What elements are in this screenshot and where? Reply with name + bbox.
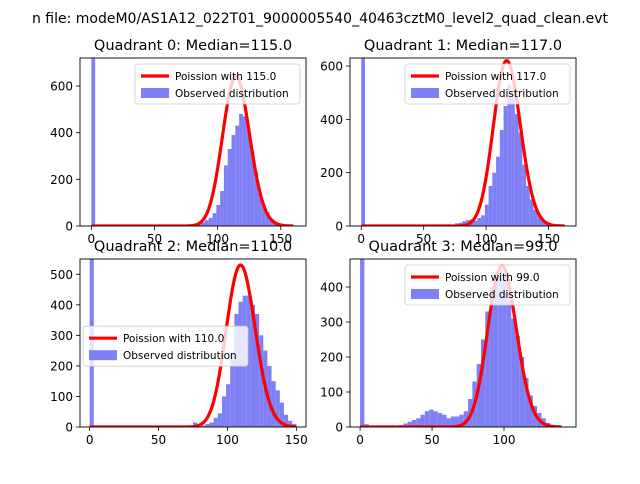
histogram-bar (519, 133, 523, 226)
y-tick-label: 100 (50, 390, 73, 404)
histogram-bar (515, 114, 519, 226)
subplot-title: Quadrant 3: Median=99.0 (369, 239, 558, 255)
histogram-bar (507, 287, 511, 427)
subplot-quadrant-2: 0 50 100 150 0 100 200 300 400 500 Quadrant 2: Med… (50, 239, 308, 447)
histogram-bar (205, 424, 209, 427)
y-tick-label: 200 (320, 166, 343, 180)
histogram-bar (433, 411, 437, 427)
y-tick-label: 0 (335, 220, 343, 234)
subplot-title: Quadrant 0: Median=115.0 (94, 38, 292, 54)
histogram-bar (205, 220, 209, 226)
legend: Poission with 117.0 Observed distribution (405, 64, 570, 104)
histogram-bar (91, 49, 95, 226)
histogram-bar (511, 319, 515, 428)
histogram-bar (360, 256, 364, 428)
y-tick-label: 500 (50, 268, 73, 282)
histogram-bar (496, 157, 500, 226)
legend-poisson-label: Poission with 110.0 (123, 333, 224, 345)
histogram-bar (210, 422, 214, 427)
x-tick-label: 0 (356, 433, 364, 447)
legend: Poission with 115.0 Observed distribution (135, 64, 300, 104)
legend: Poission with 99.0 Observed distribution (405, 265, 570, 305)
y-tick-label: 400 (50, 126, 73, 140)
subplot-quadrant-3: 0 50 100 0 100 200 300 400 Quadrant 3: Median=99… (320, 239, 576, 447)
histogram-bar (213, 213, 217, 226)
y-tick-label: 300 (320, 316, 343, 330)
histogram-bar (239, 114, 243, 226)
x-tick-label: 150 (285, 433, 308, 447)
histogram-bar (272, 381, 276, 427)
histogram-bar (507, 85, 511, 226)
histogram-bar (429, 410, 433, 428)
legend-observed-swatch (141, 88, 169, 98)
legend-observed-label: Observed distribution (175, 88, 289, 100)
x-tick-label: 0 (357, 232, 365, 246)
histogram-bar (235, 126, 239, 226)
y-tick-label: 100 (320, 386, 343, 400)
histogram-bar (477, 218, 481, 226)
histogram-bar (442, 415, 446, 427)
histogram-bar (492, 173, 496, 226)
legend-observed-swatch (89, 350, 117, 360)
x-tick-label: 100 (216, 433, 239, 447)
y-tick-label: 0 (65, 421, 73, 435)
histogram-bar (224, 165, 228, 226)
subplot-title: Quadrant 2: Median=110.0 (94, 239, 292, 255)
x-tick-label: 0 (86, 433, 94, 447)
histogram-bar (218, 413, 222, 427)
y-tick-label: 0 (335, 421, 343, 435)
y-tick-label: 600 (320, 60, 343, 74)
x-tick-label: 50 (151, 433, 166, 447)
histogram-bar (504, 106, 508, 226)
histogram-bar (361, 53, 365, 226)
histogram-bar (216, 205, 220, 226)
legend-observed-label: Observed distribution (445, 289, 559, 301)
legend-observed-label: Observed distribution (445, 88, 559, 100)
y-tick-label: 400 (320, 113, 343, 127)
y-tick-label: 400 (50, 298, 73, 312)
histogram-bar (228, 149, 232, 226)
histogram-bar (243, 116, 247, 226)
histogram-bar (522, 165, 526, 226)
y-tick-label: 200 (50, 359, 73, 373)
histogram-bar (214, 418, 218, 427)
legend-observed-swatch (411, 289, 439, 299)
histogram-bar (226, 384, 230, 427)
subplot-grid: 0 50 100 150 0 200 400 600 Quadrant 0: Median=11… (50, 38, 576, 447)
y-tick-label: 300 (50, 329, 73, 343)
histogram-bar (425, 411, 429, 427)
histogram-bar (500, 130, 504, 226)
subplot-title: Quadrant 1: Median=117.0 (364, 38, 562, 54)
figure-suptitle: n file: modeM0/AS1A12_022T01_9000005540_… (32, 11, 609, 27)
x-tick-label: 50 (424, 433, 439, 447)
histogram-bar (481, 215, 485, 226)
legend: Poission with 110.0 Observed distribution (83, 326, 248, 366)
histogram-bar (222, 396, 226, 427)
legend-poisson-label: Poission with 117.0 (445, 71, 546, 83)
histogram-bar (421, 415, 425, 427)
legend-observed-label: Observed distribution (123, 350, 237, 362)
histogram-bar (232, 135, 236, 226)
y-tick-label: 200 (50, 173, 73, 187)
legend-poisson-label: Poission with 99.0 (445, 272, 540, 284)
histogram-bar (489, 186, 493, 226)
histogram-bar (526, 186, 530, 226)
histogram-bar (474, 221, 478, 226)
legend-poisson-label: Poission with 115.0 (175, 71, 276, 83)
histogram-bar (209, 218, 213, 226)
histogram-bar (220, 191, 224, 226)
legend-observed-swatch (411, 88, 439, 98)
histogram-bar (485, 205, 489, 226)
y-tick-label: 0 (65, 220, 73, 234)
x-tick-label: 100 (493, 433, 516, 447)
y-tick-label: 600 (50, 80, 73, 94)
y-tick-label: 200 (320, 351, 343, 365)
y-tick-label: 400 (320, 281, 343, 295)
histogram-bar (438, 413, 442, 427)
histogram-bar (511, 93, 515, 226)
